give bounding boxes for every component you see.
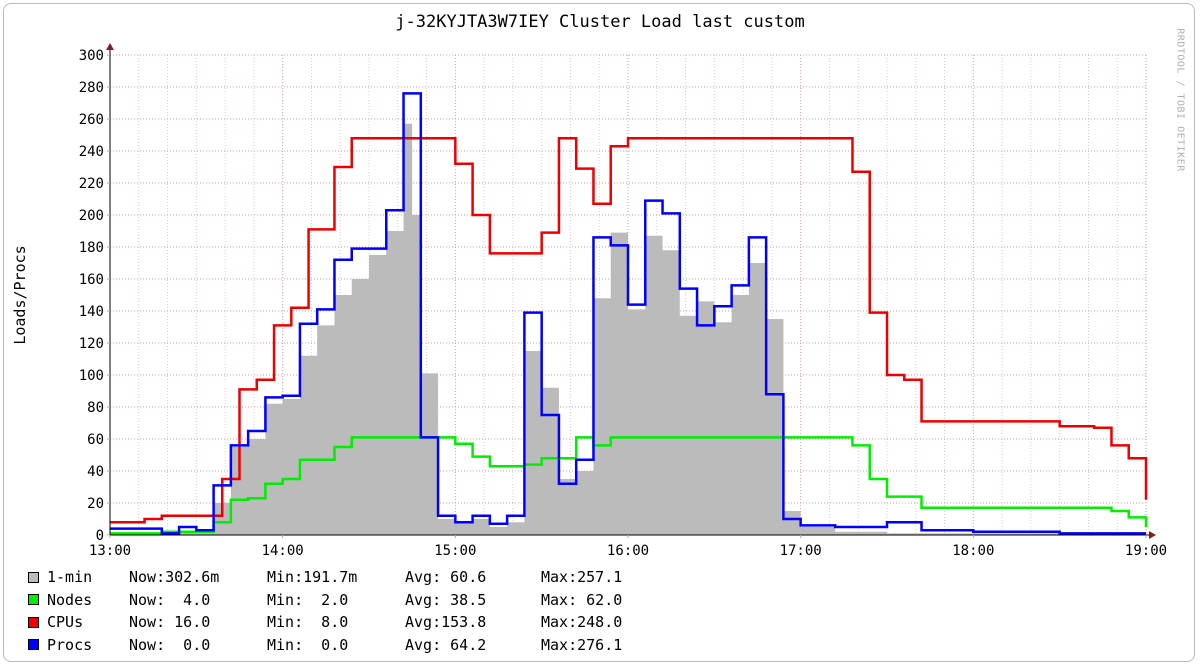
legend-max-cpus: Max:248.0 bbox=[541, 613, 623, 631]
y-tick-label: 120 bbox=[79, 336, 104, 352]
legend-min-nodes: Min: 2.0 bbox=[267, 590, 349, 609]
y-axis-arrow bbox=[106, 43, 114, 50]
y-tick-label: 100 bbox=[79, 368, 104, 384]
x-axis-arrow bbox=[1149, 531, 1156, 539]
y-tick-label: 180 bbox=[79, 240, 104, 256]
legend-min-1min: Min:191.7m bbox=[267, 568, 358, 586]
y-tick-label: 40 bbox=[87, 464, 104, 480]
x-tick-label: 18:00 bbox=[952, 543, 994, 559]
y-tick-label: 80 bbox=[87, 400, 104, 416]
legend-row-procs: Procs Now: 0.0 Min: 0.0 Avg: 64.2 Max:27… bbox=[28, 634, 661, 657]
legend-now-procs: Now: 0.0 bbox=[129, 635, 211, 654]
legend-avg-cpus: Avg:153.8 bbox=[405, 613, 487, 631]
series-line-cpus bbox=[110, 136, 1148, 524]
legend-swatch-1min bbox=[28, 571, 39, 583]
legend-row-nodes: Nodes Now: 4.0 Min: 2.0 Avg: 38.5 Max: 6… bbox=[28, 589, 661, 612]
y-tick-label: 260 bbox=[79, 112, 104, 128]
legend-now-1min: Now:302.6m bbox=[129, 568, 220, 586]
legend-swatch-nodes bbox=[28, 594, 39, 606]
y-tick-label: 240 bbox=[79, 144, 104, 160]
legend-row-1min: 1-min Now:302.6m Min:191.7m Avg: 60.6 Ma… bbox=[28, 566, 661, 589]
y-tick-label: 0 bbox=[96, 528, 104, 544]
legend-now-nodes: Now: 4.0 bbox=[129, 590, 211, 609]
legend-name-cpus: CPUs bbox=[47, 613, 84, 631]
chart-title: j-32KYJTA3W7IEY Cluster Load last custom bbox=[395, 12, 805, 32]
legend-max-procs: Max:276.1 bbox=[541, 635, 623, 654]
x-tick-label: 19:00 bbox=[1125, 543, 1167, 559]
legend-min-procs: Min: 0.0 bbox=[267, 635, 349, 654]
legend-name-nodes: Nodes bbox=[47, 590, 93, 609]
legend-name-procs: Procs bbox=[47, 635, 93, 654]
x-tick-label: 13:00 bbox=[89, 543, 131, 559]
legend-min-cpus: Min: 8.0 bbox=[267, 613, 349, 631]
x-tick-label: 17:00 bbox=[780, 543, 822, 559]
legend-now-cpus: Now: 16.0 bbox=[129, 613, 211, 631]
legend-avg-procs: Avg: 64.2 bbox=[405, 635, 487, 654]
legend-avg-nodes: Avg: 38.5 bbox=[405, 590, 487, 609]
legend-swatch-procs bbox=[28, 639, 39, 651]
series-area-1min bbox=[110, 123, 1146, 536]
legend-name-1min: 1-min bbox=[47, 568, 93, 586]
legend: 1-min Now:302.6m Min:191.7m Avg: 60.6 Ma… bbox=[28, 566, 661, 656]
y-tick-label: 20 bbox=[87, 496, 104, 512]
legend-max-nodes: Max: 62.0 bbox=[541, 590, 623, 609]
x-tick-label: 14:00 bbox=[262, 543, 304, 559]
legend-row-cpus: CPUs Now: 16.0 Min: 8.0 Avg:153.8 Max:24… bbox=[28, 611, 661, 634]
y-tick-label: 60 bbox=[87, 432, 104, 448]
legend-swatch-cpus bbox=[28, 616, 39, 628]
x-tick-label: 16:00 bbox=[607, 543, 649, 559]
y-tick-label: 220 bbox=[79, 176, 104, 192]
x-tick-label: 15:00 bbox=[434, 543, 476, 559]
y-tick-label: 300 bbox=[79, 48, 104, 64]
y-tick-label: 200 bbox=[79, 208, 104, 224]
y-tick-label: 160 bbox=[79, 272, 104, 288]
legend-max-1min: Max:257.1 bbox=[541, 568, 623, 586]
series-line-procs bbox=[110, 92, 1146, 535]
y-tick-label: 280 bbox=[79, 80, 104, 96]
y-tick-label: 140 bbox=[79, 304, 104, 320]
legend-avg-1min: Avg: 60.6 bbox=[405, 568, 487, 586]
